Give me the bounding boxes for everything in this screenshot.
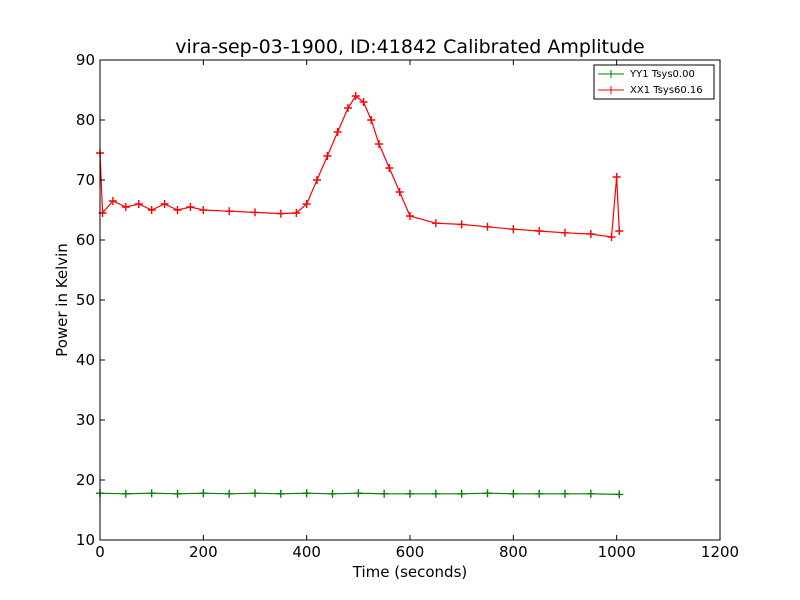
plot-frame [99, 59, 721, 541]
series-0-point-18 [561, 489, 569, 498]
series-0-point-9 [328, 489, 337, 498]
series-0-point-14 [457, 489, 466, 498]
series-1-point-5 [147, 206, 156, 214]
plot-area [96, 92, 624, 499]
series-1-point-14 [302, 200, 311, 208]
series-0-point-5 [225, 489, 234, 498]
y-tick-label-1: 20 [76, 471, 95, 489]
series-1-point-31 [561, 228, 569, 237]
series-0-point-8 [302, 489, 311, 498]
series-1-point-27 [457, 220, 466, 229]
y-tick-label-8: 90 [76, 51, 95, 69]
series-0-point-17 [535, 489, 544, 498]
series-line-1 [99, 95, 620, 238]
chart-title: vira-sep-03-1900, ID:41842 Calibrated Am… [175, 36, 645, 58]
series-1-point-35 [615, 227, 624, 235]
series-0-point-4 [199, 489, 208, 498]
y-tick-label-4: 50 [76, 291, 95, 309]
series-1-point-21 [367, 116, 376, 124]
y-tick-label-3: 40 [76, 351, 95, 369]
series-0-point-2 [147, 489, 156, 498]
series-0-point-16 [509, 489, 518, 498]
x-tick-label-0: 0 [95, 543, 105, 561]
series-0-point-15 [483, 489, 492, 498]
legend-marker-yy1 [607, 70, 615, 78]
y-tick-label-5: 60 [76, 231, 95, 249]
series-0-point-11 [380, 489, 389, 498]
series-1-point-26 [431, 219, 440, 228]
x-tick-label-6: 1200 [701, 543, 739, 561]
x-tick-label-1: 200 [189, 543, 218, 561]
series-1-point-11 [251, 208, 259, 217]
x-tick-label-2: 400 [292, 543, 321, 561]
y-tick-label-2: 30 [76, 411, 95, 429]
series-1-point-12 [276, 209, 285, 218]
legend-label-xx1: XX1 Tsys60.16 [630, 85, 703, 96]
series-0-point-10 [354, 489, 363, 498]
y-tick-label-0: 10 [76, 531, 95, 549]
x-tick-label-3: 600 [396, 543, 425, 561]
x-axis-label: Time (seconds) [352, 563, 468, 581]
x-tick-label-5: 1000 [598, 543, 636, 561]
series-1-point-19 [351, 92, 360, 100]
series-1-point-18 [344, 104, 352, 112]
legend: YY1 Tsys0.00 XX1 Tsys60.16 [593, 64, 715, 100]
series-1-point-7 [173, 206, 182, 214]
series-1-point-30 [535, 227, 544, 235]
series-0-point-20 [615, 490, 624, 499]
y-tick-label-6: 70 [76, 171, 95, 189]
series-1-point-16 [323, 152, 332, 160]
y-axis-label: Power in Kelvin [53, 243, 71, 357]
series-1-point-15 [313, 176, 321, 184]
series-1-point-20 [359, 98, 368, 106]
x-tick-label-4: 800 [499, 543, 528, 561]
series-0-point-7 [276, 489, 285, 498]
legend-box [593, 64, 715, 100]
series-1-point-8 [186, 203, 195, 211]
legend-label-yy1: YY1 Tsys0.00 [629, 69, 695, 80]
legend-marker-xx1 [607, 86, 615, 94]
series-1-point-23 [385, 164, 394, 172]
series-0-point-1 [121, 489, 130, 498]
series-1-point-17 [333, 128, 342, 136]
series-0-point-6 [251, 489, 259, 498]
series-0-point-3 [173, 489, 182, 498]
series-1-point-10 [225, 207, 234, 216]
series-1-point-25 [406, 212, 414, 220]
series-1-point-29 [509, 225, 518, 234]
series-1 [96, 92, 624, 241]
series-1-point-3 [121, 203, 130, 211]
series-1-point-24 [395, 188, 404, 196]
series-1-point-4 [134, 200, 143, 208]
series-1-point-22 [375, 140, 383, 148]
series-0-point-12 [406, 489, 414, 498]
series-1-point-34 [612, 173, 621, 181]
series-1-point-6 [160, 200, 169, 208]
series-0-point-19 [586, 489, 595, 498]
y-tick-label-7: 80 [76, 111, 95, 129]
series-1-point-28 [483, 222, 492, 231]
series-1-point-13 [292, 209, 301, 217]
series-1-point-32 [586, 230, 595, 238]
series-1-point-9 [199, 206, 208, 214]
axis-ticks: 0 200 400 600 800 1000 1200 10 20 30 40 50 60 70 80 90 [76, 51, 739, 561]
series-1-point-2 [108, 197, 117, 205]
series-1-point-33 [607, 233, 616, 241]
series-0-point-13 [431, 489, 440, 498]
